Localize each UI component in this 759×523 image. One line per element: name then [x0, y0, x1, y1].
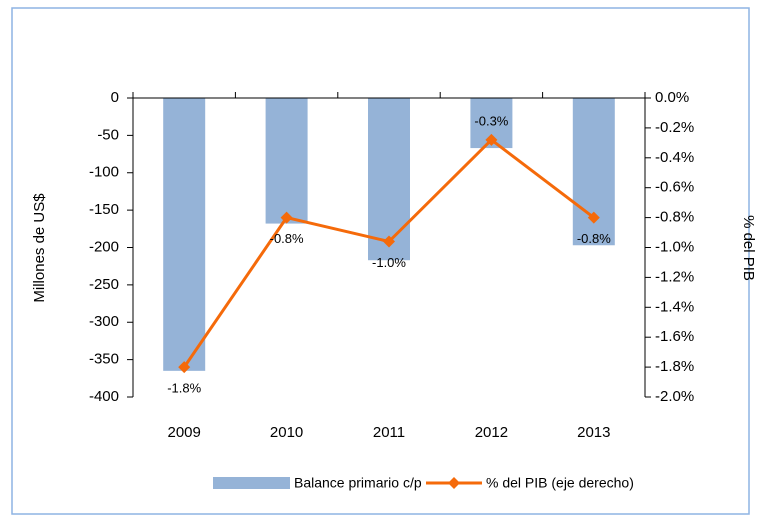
data-label: -0.8%	[270, 231, 304, 246]
data-label: -1.8%	[167, 381, 201, 396]
y-tick-label: -150	[89, 201, 119, 218]
y2-tick-label: -1.2%	[655, 268, 694, 285]
y-tick-label: -300	[89, 313, 119, 330]
y2-tick-label: -0.8%	[655, 209, 694, 226]
chart-border	[11, 7, 750, 515]
line-marker	[587, 211, 600, 224]
data-label: -1.0%	[372, 255, 406, 270]
bar	[163, 98, 206, 371]
y2-tick-label: 0.0%	[655, 89, 689, 106]
legend-label: Balance primario c/p	[294, 475, 422, 491]
x-tick-label: 2009	[168, 424, 201, 441]
y2-tick-label: -1.8%	[655, 358, 694, 375]
y2-tick-label: -1.0%	[655, 238, 694, 255]
data-label: -0.3%	[474, 113, 508, 128]
y-tick-label: -200	[89, 238, 119, 255]
line-marker	[280, 211, 293, 224]
line-marker	[178, 361, 191, 374]
bar	[368, 98, 410, 261]
y-tick-label: 0	[111, 89, 119, 106]
y2-tick-label: -2.0%	[655, 388, 694, 405]
x-tick-label: 2012	[475, 424, 508, 441]
y2-tick-label: -0.2%	[655, 119, 694, 136]
line-marker	[383, 235, 395, 248]
bar	[265, 98, 308, 224]
data-label: -0.8%	[577, 231, 611, 246]
legend-swatch	[448, 477, 460, 489]
y2-tick-label: -1.6%	[655, 328, 694, 345]
legend-swatch	[213, 477, 290, 489]
x-tick-label: 2013	[577, 424, 610, 441]
x-tick-label: 2010	[270, 424, 303, 441]
y2-axis-title: % del PIB	[740, 215, 757, 281]
legend-label: % del PIB (eje derecho)	[486, 475, 634, 491]
line-marker	[485, 133, 498, 146]
y2-tick-label: -1.4%	[655, 298, 694, 315]
x-tick-label: 2011	[373, 424, 405, 441]
y-tick-label: -100	[89, 164, 119, 181]
y-tick-label: -350	[89, 351, 119, 368]
y-tick-label: -400	[89, 388, 119, 405]
y-tick-label: -250	[89, 276, 119, 293]
y2-tick-label: -0.6%	[655, 179, 694, 196]
y-axis-title: Millones de US$	[31, 193, 48, 303]
y2-tick-label: -0.4%	[655, 149, 694, 166]
y-tick-label: -50	[97, 126, 119, 143]
